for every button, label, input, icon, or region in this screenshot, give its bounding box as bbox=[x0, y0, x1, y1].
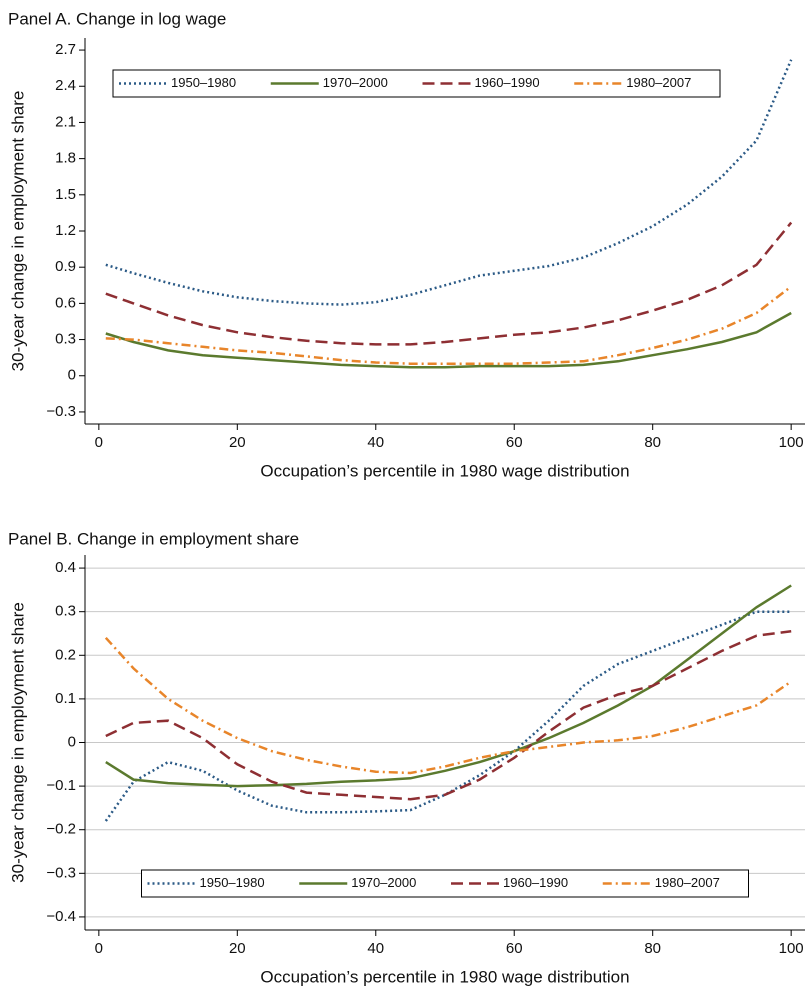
y-tick-label: 0.6 bbox=[55, 294, 76, 311]
series-line bbox=[105, 630, 792, 801]
y-tick-label: 0.2 bbox=[55, 646, 76, 663]
legend-label: 1970–2000 bbox=[323, 75, 388, 90]
y-tick-label: 2.1 bbox=[55, 113, 76, 130]
series-line bbox=[105, 311, 792, 369]
y-tick-label: 2.4 bbox=[55, 77, 76, 94]
legend-label: 1960–1990 bbox=[503, 875, 568, 890]
y-tick-label: 0.3 bbox=[55, 603, 76, 620]
y-axis-label: 30-year change in employment share bbox=[8, 602, 27, 883]
x-tick-label: 20 bbox=[229, 434, 246, 451]
y-tick-label: −0.1 bbox=[46, 777, 76, 794]
y-tick-label: 1.8 bbox=[55, 150, 76, 167]
x-tick-label: 100 bbox=[779, 940, 804, 957]
y-tick-label: 0.1 bbox=[55, 690, 76, 707]
y-tick-label: 1.2 bbox=[55, 222, 76, 239]
legend-label: 1950–1980 bbox=[200, 875, 265, 890]
legend-label: 1960–1990 bbox=[475, 75, 540, 90]
y-tick-label: 0.4 bbox=[55, 559, 76, 576]
series-line bbox=[105, 285, 792, 365]
series-line bbox=[105, 59, 793, 306]
series-line bbox=[104, 636, 792, 775]
x-tick-label: 60 bbox=[506, 940, 523, 957]
x-tick-label: 20 bbox=[229, 940, 246, 957]
legend-label: 1970–2000 bbox=[351, 875, 416, 890]
y-tick-label: 0 bbox=[68, 367, 76, 384]
y-tick-label: −0.3 bbox=[46, 864, 76, 881]
y-tick-label: 2.7 bbox=[55, 41, 76, 58]
x-axis-label: Occupation’s percentile in 1980 wage dis… bbox=[260, 967, 629, 986]
x-tick-label: 40 bbox=[367, 940, 384, 957]
legend-label: 1950–1980 bbox=[171, 75, 236, 90]
y-tick-label: −0.2 bbox=[46, 821, 76, 838]
series-line bbox=[105, 584, 792, 788]
panel-title: Panel A. Change in log wage bbox=[8, 9, 226, 28]
x-tick-label: 0 bbox=[95, 434, 103, 451]
y-tick-label: −0.3 bbox=[46, 403, 76, 420]
x-tick-label: 40 bbox=[367, 434, 384, 451]
legend-label: 1980–2007 bbox=[626, 75, 691, 90]
x-tick-label: 0 bbox=[95, 940, 103, 957]
panel-title: Panel B. Change in employment share bbox=[8, 529, 299, 548]
series-line bbox=[105, 221, 793, 346]
x-tick-label: 60 bbox=[506, 434, 523, 451]
y-tick-label: 0.3 bbox=[55, 331, 76, 348]
legend-label: 1980–2007 bbox=[655, 875, 720, 890]
series-line bbox=[104, 610, 792, 822]
y-tick-label: −0.4 bbox=[46, 908, 76, 925]
x-tick-label: 80 bbox=[644, 940, 661, 957]
y-tick-label: 1.5 bbox=[55, 186, 76, 203]
y-axis-label: 30-year change in employment share bbox=[8, 91, 27, 372]
y-tick-label: 0 bbox=[68, 733, 76, 750]
x-tick-label: 100 bbox=[779, 434, 804, 451]
x-axis-label: Occupation’s percentile in 1980 wage dis… bbox=[260, 461, 629, 480]
y-tick-label: 0.9 bbox=[55, 258, 76, 275]
x-tick-label: 80 bbox=[644, 434, 661, 451]
